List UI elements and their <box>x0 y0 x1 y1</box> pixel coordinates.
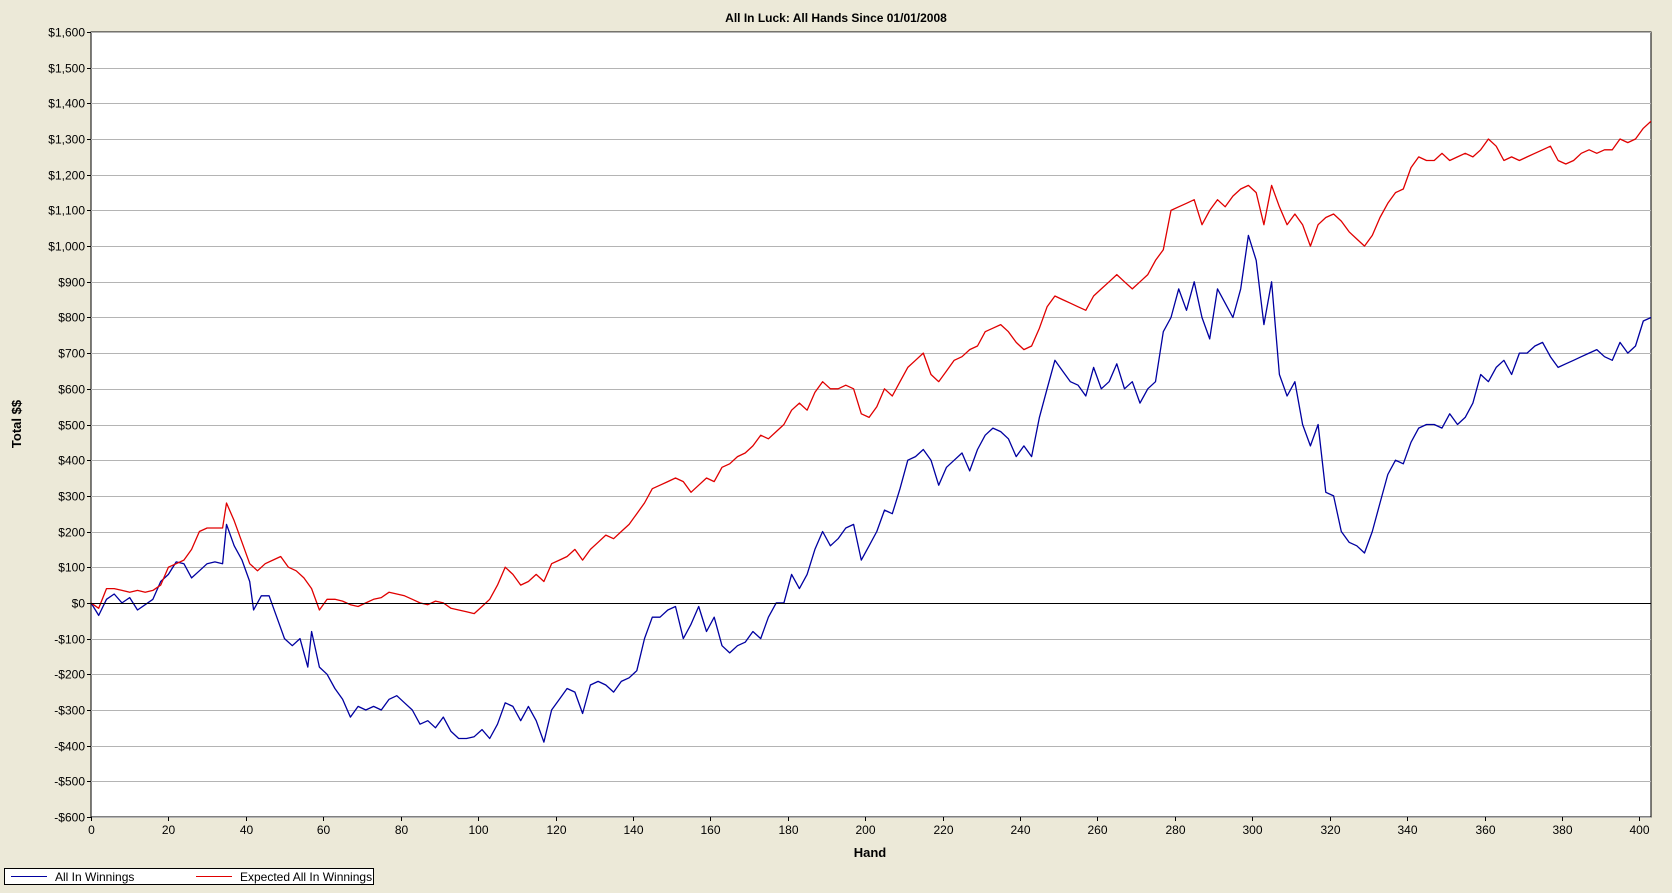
x-tick-label: 220 <box>933 823 953 837</box>
x-tick-label: 320 <box>1320 823 1340 837</box>
x-tick-label: 300 <box>1242 823 1262 837</box>
x-tick-label: 400 <box>1629 823 1649 837</box>
y-tick-label: $1,600 <box>48 26 85 40</box>
x-tick-label: 240 <box>1010 823 1030 837</box>
y-tick-label: $700 <box>58 347 85 361</box>
y-tick-label: -$300 <box>54 704 85 718</box>
x-tick-label: 60 <box>317 823 331 837</box>
y-tick-label: $400 <box>58 454 85 468</box>
gridlines <box>91 32 1651 818</box>
x-tick-label: 200 <box>855 823 875 837</box>
y-tick-label: -$200 <box>54 668 85 682</box>
x-tick-label: 360 <box>1475 823 1495 837</box>
y-tick-label: $900 <box>58 276 85 290</box>
x-tick-label: 180 <box>778 823 798 837</box>
y-tick-label: $500 <box>58 419 85 433</box>
x-tick-label: 380 <box>1552 823 1572 837</box>
x-tick-label: 280 <box>1165 823 1185 837</box>
x-axis-label: Hand <box>854 845 887 860</box>
x-tick-label: 160 <box>700 823 720 837</box>
y-tick-label: -$400 <box>54 740 85 754</box>
legend-swatch-all-in-winnings <box>11 876 47 877</box>
y-tick-label: -$500 <box>54 775 85 789</box>
legend-entry-expected-all-in-winnings: Expected All In Winnings <box>190 869 372 884</box>
y-tick-label: $1,500 <box>48 62 85 76</box>
y-tick-label: $100 <box>58 561 85 575</box>
y-tick-label: $1,200 <box>48 169 85 183</box>
x-tick-label: 20 <box>162 823 176 837</box>
y-tick-label: $0 <box>72 597 86 611</box>
y-tick-label: -$100 <box>54 633 85 647</box>
y-tick-label: $1,300 <box>48 133 85 147</box>
x-tick-label: 140 <box>623 823 643 837</box>
x-tick-label: 40 <box>240 823 254 837</box>
y-tick-label: $1,100 <box>48 204 85 218</box>
x-tick-label: 340 <box>1397 823 1417 837</box>
plot-area <box>90 31 1652 818</box>
y-tick-label: $1,400 <box>48 97 85 111</box>
y-tick-label: -$600 <box>54 811 85 825</box>
y-tick-label: $200 <box>58 526 85 540</box>
chart-title: All In Luck: All Hands Since 01/01/2008 <box>725 11 947 25</box>
y-tick-label: $800 <box>58 311 85 325</box>
y-tick-label: $1,000 <box>48 240 85 254</box>
legend-entry-all-in-winnings: All In Winnings <box>5 869 190 884</box>
series-line-expected-all-in-winnings <box>91 120 1651 615</box>
legend-label-all-in-winnings: All In Winnings <box>55 869 135 884</box>
axes: -$600 -$500 -$400 -$300 -$200 -$100 $0 $100 $200… <box>48 26 1651 837</box>
series-lines <box>91 120 1651 743</box>
y-axis-label: Total $$ <box>9 399 24 448</box>
legend-swatch-expected-all-in-winnings <box>196 876 232 877</box>
x-tick-label: 260 <box>1087 823 1107 837</box>
legend-label-expected-all-in-winnings: Expected All In Winnings <box>240 869 373 884</box>
y-tick-label: $300 <box>58 490 85 504</box>
legend: All In Winnings Expected All In Winnings <box>4 868 374 885</box>
x-tick-label: 100 <box>468 823 488 837</box>
y-tick-label: $600 <box>58 383 85 397</box>
series-line-all-in-winnings <box>91 234 1651 743</box>
x-tick-label: 120 <box>546 823 566 837</box>
x-tick-label: 0 <box>88 823 95 837</box>
x-tick-label: 80 <box>395 823 409 837</box>
